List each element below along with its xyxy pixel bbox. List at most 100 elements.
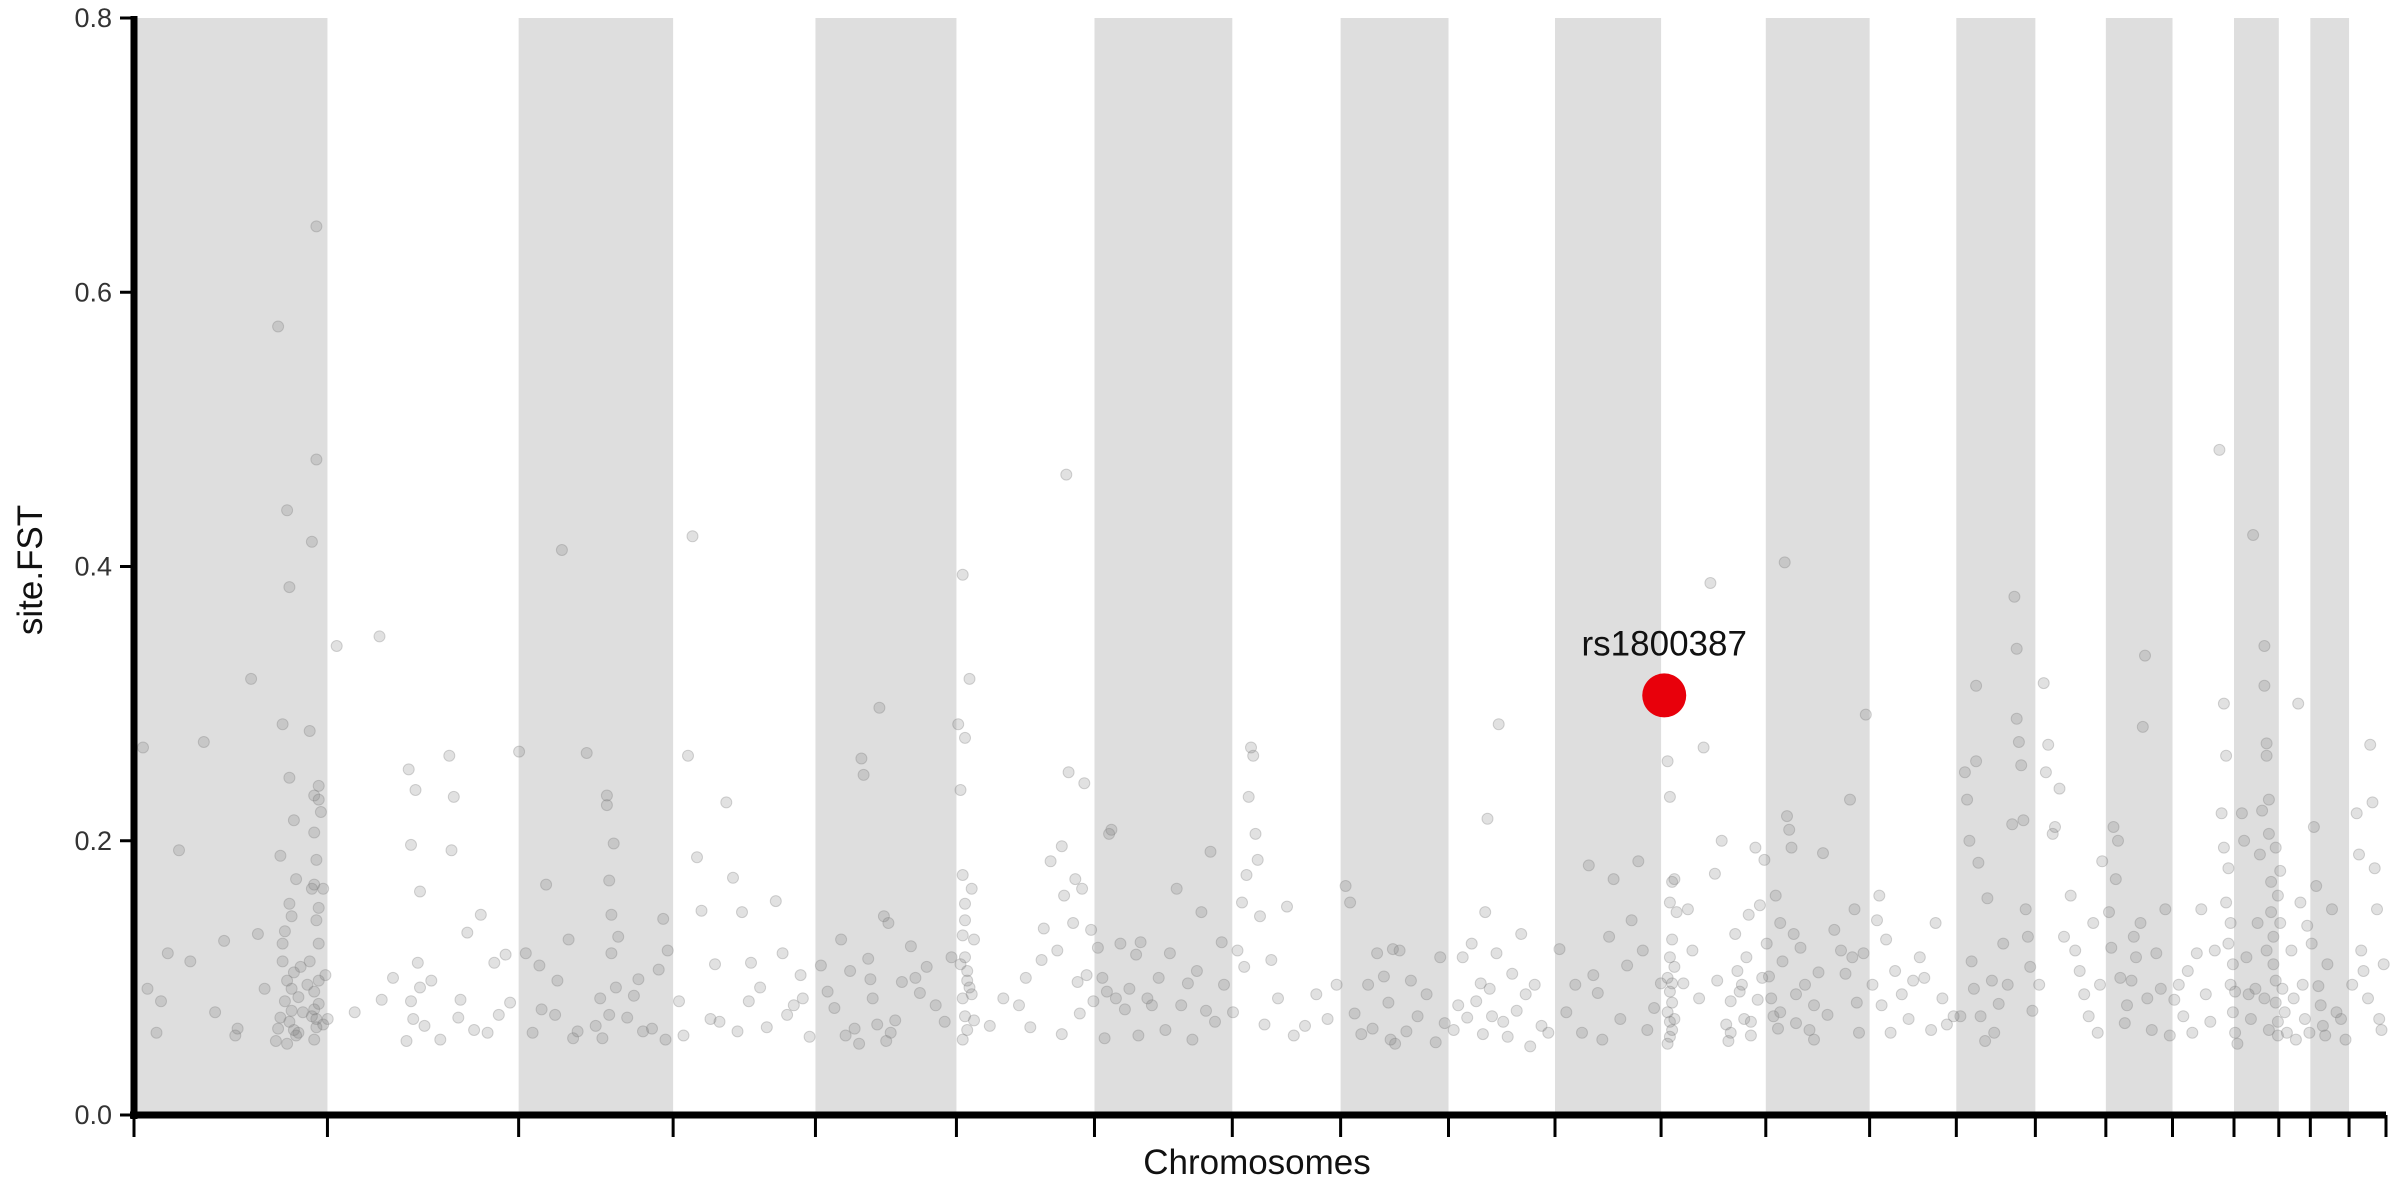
data-point: [844, 965, 857, 977]
data-point: [1760, 937, 1773, 950]
data-point: [1603, 930, 1616, 943]
data-point: [1972, 856, 1985, 869]
data-point: [317, 1018, 330, 1031]
data-point: [2087, 917, 2100, 929]
data-point: [418, 1019, 431, 1032]
data-point: [1812, 966, 1825, 979]
data-point: [959, 897, 971, 910]
data-point: [727, 871, 739, 884]
data-point: [1411, 1010, 1424, 1023]
chromosome-band: [2233, 18, 2279, 1115]
data-point: [1587, 969, 1600, 982]
data-point: [2310, 880, 2323, 892]
data-point: [1722, 1035, 1735, 1047]
data-point: [1200, 1004, 1212, 1017]
data-point: [959, 951, 971, 964]
data-point: [1641, 1024, 1654, 1036]
data-point: [1668, 960, 1681, 973]
data-point: [1740, 951, 1753, 964]
data-point: [965, 882, 978, 895]
data-point: [1044, 855, 1057, 868]
data-point: [673, 995, 685, 1008]
data-point: [1668, 1013, 1681, 1025]
data-point: [1249, 827, 1262, 840]
data-point: [961, 1024, 974, 1036]
chromosome-band: [815, 18, 957, 1115]
data-point: [1055, 1028, 1068, 1041]
data-point: [864, 973, 877, 986]
data-point: [677, 1029, 690, 1042]
highlight-layer: rs1800387: [1582, 624, 1747, 718]
data-point: [1751, 993, 1764, 1006]
data-point: [1663, 985, 1676, 998]
data-point: [1763, 970, 1775, 983]
data-point: [580, 747, 593, 759]
data-point: [310, 914, 323, 927]
data-point: [1218, 978, 1230, 991]
data-point: [1681, 903, 1694, 916]
y-tick-label: 0.4: [74, 552, 112, 582]
data-point: [1997, 937, 2010, 950]
data-point: [2010, 642, 2023, 655]
data-point: [2316, 1019, 2329, 1032]
data-point: [2265, 906, 2278, 919]
data-point: [1062, 766, 1075, 779]
data-point: [2224, 917, 2237, 929]
data-point: [938, 1015, 951, 1028]
data-point: [1979, 1035, 1992, 1047]
data-point: [2242, 988, 2255, 1001]
data-point: [1866, 978, 1879, 991]
data-point: [704, 1013, 717, 1025]
data-point: [961, 974, 974, 987]
data-point: [535, 1003, 548, 1016]
data-point: [920, 960, 933, 973]
data-point: [2213, 443, 2226, 456]
data-point: [2181, 965, 2194, 977]
data-point: [1769, 889, 1782, 902]
data-point: [1985, 974, 1998, 987]
data-point: [1195, 906, 1208, 919]
data-point: [954, 784, 967, 796]
data-point: [258, 982, 271, 995]
data-point: [461, 926, 474, 939]
data-point: [2033, 978, 2046, 991]
data-point: [686, 530, 699, 543]
data-point: [1929, 917, 1942, 929]
data-point: [218, 934, 231, 947]
axes: 0.0 0.2 0.4 0.6 0.8: [74, 3, 2388, 1137]
data-point: [1632, 855, 1645, 868]
data-point: [1648, 1002, 1661, 1014]
data-point: [787, 999, 800, 1012]
data-point: [1947, 1010, 1960, 1023]
data-point: [637, 1025, 649, 1038]
data-point: [1663, 896, 1676, 909]
data-point: [627, 989, 640, 1002]
data-point: [1963, 834, 1976, 847]
data-point: [1720, 1018, 1733, 1031]
data-point: [287, 814, 300, 827]
data-point: [1670, 906, 1683, 919]
data-point: [2125, 974, 2138, 987]
data-point: [2274, 917, 2287, 929]
data-point: [1481, 812, 1494, 825]
data-point: [2064, 889, 2077, 902]
data-point: [1310, 988, 1323, 1001]
data-point: [2109, 873, 2122, 886]
data-point: [1735, 978, 1748, 991]
data-point: [281, 1037, 294, 1050]
data-point: [567, 1032, 580, 1045]
data-point: [2274, 864, 2287, 877]
data-point: [245, 672, 258, 685]
data-point: [1596, 1033, 1609, 1046]
data-point: [1787, 928, 1800, 940]
data-point: [150, 1026, 163, 1039]
data-point: [1287, 1029, 1300, 1042]
data-point: [1783, 823, 1796, 836]
data-point: [1035, 954, 1048, 966]
data-point: [2260, 737, 2273, 750]
data-point: [1170, 882, 1183, 895]
data-point: [1204, 845, 1217, 858]
data-point: [2296, 978, 2309, 991]
data-point: [1884, 1026, 1897, 1039]
data-point: [1850, 996, 1863, 1009]
